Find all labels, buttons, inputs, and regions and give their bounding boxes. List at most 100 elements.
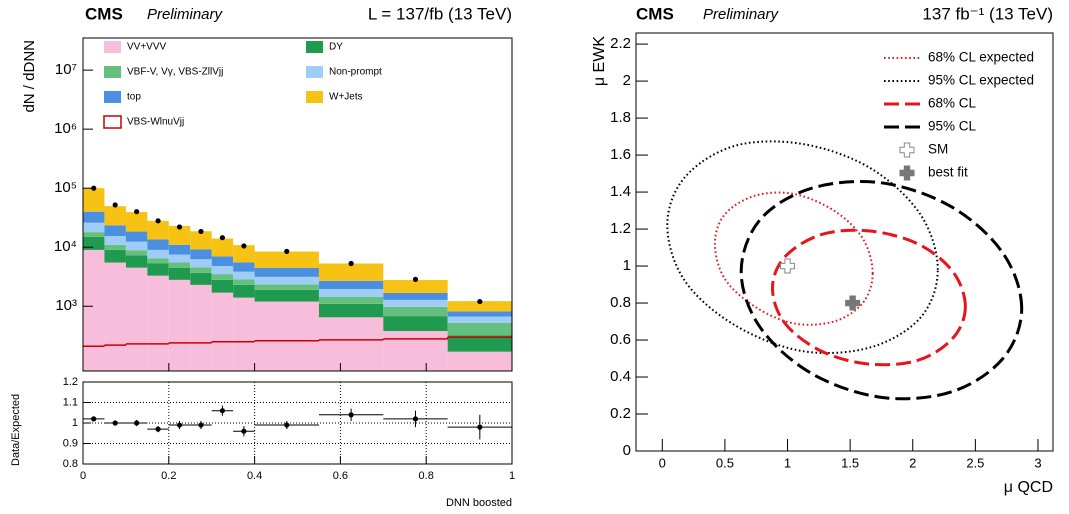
y-tick-label: 1.8 (610, 109, 631, 126)
ratio-point (198, 422, 204, 428)
legend-swatch (103, 115, 122, 129)
bar-segment (104, 244, 126, 250)
x-tick-label: 0.2 (161, 470, 176, 482)
y-tick-label: 10⁶ (54, 120, 77, 137)
point-marker (845, 295, 861, 311)
x-tick-label: 3 (1034, 455, 1041, 470)
bar-segment (447, 316, 512, 324)
bar-segment (168, 262, 191, 268)
bar-segment (104, 225, 126, 236)
data-point (112, 202, 118, 208)
ratio-point (134, 420, 140, 426)
bar-segment (447, 323, 512, 336)
bar-segment (190, 284, 212, 371)
data-point (176, 224, 183, 230)
bar-segment (83, 236, 105, 250)
bar-segment (383, 292, 448, 300)
legend-label: 68% CL expected (928, 50, 1034, 65)
y-tick-label: 1 (623, 257, 631, 274)
ratio-point (241, 428, 247, 434)
data-point (412, 276, 419, 282)
contour (739, 180, 1024, 401)
ratio-point (348, 412, 354, 418)
bar-segment (447, 351, 512, 371)
bar-segment (211, 238, 234, 257)
y-tick-label: 1.2 (610, 220, 631, 237)
bar-segment (318, 317, 384, 371)
ratio-point (412, 416, 419, 422)
bar-segment (233, 284, 255, 298)
status: Preliminary (147, 6, 224, 23)
bar-segment (125, 255, 148, 268)
y-tick-label: 0.2 (610, 405, 631, 422)
x-tick-label: 0.8 (419, 470, 434, 482)
bar-segment (211, 279, 234, 293)
bar-segment (233, 279, 255, 285)
status: Preliminary (703, 6, 780, 23)
data-point (91, 185, 97, 191)
x-tick-label: 0.5 (716, 455, 734, 470)
y-tick-label: 2 (623, 72, 631, 89)
legend-label: 95% CL (928, 119, 977, 134)
plot-frame (82, 381, 513, 465)
bar-segment (383, 331, 448, 371)
bar-segment (254, 284, 319, 290)
y-tick-label: 10³ (55, 297, 77, 314)
bar-segment (211, 256, 234, 267)
y-tick-label: 1.6 (610, 146, 631, 163)
bar-segment (318, 296, 384, 304)
x-tick-label: 0.6 (333, 470, 348, 482)
legend-swatch (306, 41, 323, 53)
bar-segment (254, 267, 319, 277)
bar-segment (254, 289, 319, 302)
data-point (198, 228, 204, 235)
legend-swatch (104, 66, 121, 78)
bar-segment (104, 206, 126, 226)
legend-label: VBS-WlnuVjj (127, 117, 184, 128)
bar-segment (147, 258, 169, 264)
bar-segment (318, 289, 384, 297)
ratio-point (176, 422, 183, 428)
y-tick-label: 1.2 (63, 376, 78, 388)
bar-segment (147, 220, 169, 240)
bar-segment (83, 211, 105, 223)
bar-segment (190, 267, 212, 273)
bar-segment (147, 239, 169, 250)
bar-segment (211, 266, 234, 275)
y-tick-label: 2.2 (610, 35, 631, 52)
bar-segment (190, 249, 212, 260)
plot-frame (635, 32, 1054, 452)
bar-segment (104, 235, 126, 245)
x-tick-label: 2 (909, 455, 916, 470)
point-marker (780, 258, 796, 274)
x-tick-label: 2.5 (966, 455, 984, 470)
lumi: 137 fb⁻¹ (13 TeV) (922, 4, 1053, 23)
legend-label: Non-prompt (329, 67, 382, 78)
legend-swatch (306, 91, 323, 103)
bar-segment (83, 222, 105, 233)
bar-segment (168, 254, 191, 263)
ratio-point (219, 408, 226, 414)
bar-segment (168, 225, 191, 245)
bar-segment (190, 231, 212, 250)
bar-segment (125, 267, 148, 371)
bar-segment (254, 251, 319, 268)
y-tick-label: 1 (72, 417, 78, 429)
bar-segment (211, 274, 234, 280)
bar-segment (254, 276, 319, 285)
y-tick-label: 0.9 (63, 437, 78, 449)
bar-segment (147, 263, 169, 276)
x-axis-label: DNN boosted (446, 497, 512, 509)
bar-segment (383, 316, 448, 332)
bar-segment (125, 250, 148, 256)
y-tick-label: 0.8 (610, 294, 631, 311)
bar-segment (125, 231, 148, 242)
bar-segment (147, 249, 169, 259)
legend-label: VBF-V, Vγ, VBS-ZllVjj (127, 67, 223, 78)
bar-segment (125, 241, 148, 251)
bar-segment (233, 271, 255, 280)
bar-segment (83, 232, 105, 237)
y-tick-label: 1.1 (63, 396, 78, 408)
ratio-point (112, 420, 118, 426)
